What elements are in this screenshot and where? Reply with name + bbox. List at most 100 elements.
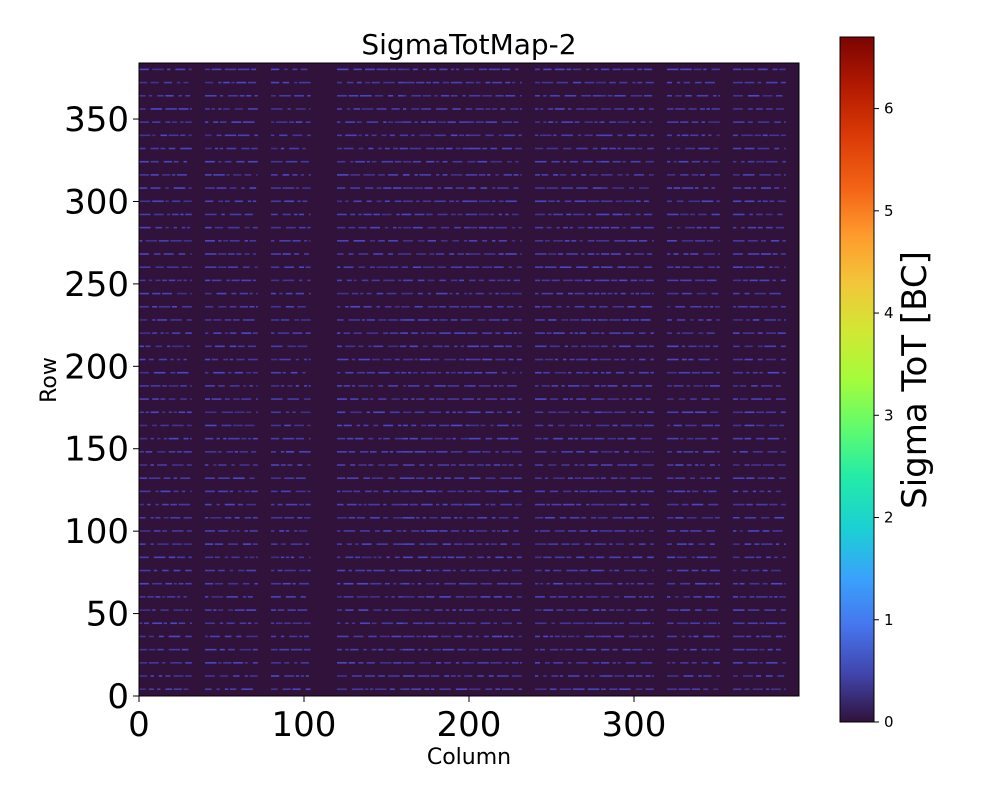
heatmap-stripe bbox=[638, 569, 648, 572]
heatmap-stripe bbox=[566, 213, 572, 216]
x-axis-label: Column bbox=[427, 745, 511, 770]
heatmap-stripe bbox=[469, 503, 481, 506]
heatmap-stripe bbox=[500, 108, 506, 110]
heatmap-stripe bbox=[546, 147, 559, 150]
heatmap-stripe bbox=[469, 319, 473, 321]
heatmap-stripe bbox=[271, 635, 276, 638]
heatmap-stripe bbox=[337, 543, 342, 545]
heatmap-stripe bbox=[553, 662, 564, 664]
heatmap-stripe bbox=[285, 503, 298, 506]
heatmap-stripe bbox=[492, 81, 502, 84]
heatmap-stripe bbox=[224, 688, 229, 691]
heatmap-stripe bbox=[356, 516, 366, 519]
heatmap-stripe bbox=[185, 213, 192, 216]
heatmap-stripe bbox=[214, 543, 224, 545]
heatmap-stripe bbox=[308, 358, 311, 361]
heatmap-stripe bbox=[676, 451, 682, 453]
heatmap-stripe bbox=[780, 305, 786, 308]
heatmap-stripe bbox=[178, 622, 186, 625]
heatmap-stripe bbox=[469, 569, 476, 572]
heatmap-stripe bbox=[376, 108, 387, 110]
heatmap-stripe bbox=[635, 398, 643, 400]
heatmap-stripe bbox=[462, 530, 466, 532]
heatmap-stripe bbox=[483, 635, 489, 638]
heatmap-stripe bbox=[629, 530, 634, 532]
heatmap-stripe bbox=[284, 424, 291, 427]
heatmap-stripe bbox=[403, 345, 407, 348]
heatmap-stripe bbox=[770, 582, 783, 585]
heatmap-stripe bbox=[518, 332, 522, 334]
heatmap-stripe bbox=[784, 121, 786, 123]
heatmap-stripe bbox=[667, 240, 677, 242]
heatmap-stripe bbox=[345, 305, 349, 308]
heatmap-stripe bbox=[579, 490, 588, 493]
heatmap-stripe bbox=[190, 108, 192, 110]
heatmap-stripe bbox=[767, 451, 778, 453]
heatmap-stripe bbox=[568, 530, 577, 532]
heatmap-stripe bbox=[635, 424, 643, 427]
heatmap-stripe bbox=[157, 319, 168, 321]
heatmap-stripe bbox=[403, 94, 407, 97]
heatmap-stripe bbox=[213, 464, 217, 466]
heatmap-stripe bbox=[757, 332, 763, 334]
heatmap-stripe bbox=[271, 121, 275, 123]
heatmap-stripe bbox=[544, 569, 550, 572]
heatmap-stripe bbox=[469, 582, 478, 585]
heatmap-stripe bbox=[426, 147, 435, 150]
heatmap-stripe bbox=[403, 530, 407, 532]
heatmap-stripe bbox=[307, 134, 311, 137]
heatmap-stripe bbox=[271, 569, 275, 572]
heatmap-stripe bbox=[271, 530, 275, 532]
heatmap-stripe bbox=[469, 648, 479, 651]
heatmap-stripe bbox=[589, 174, 598, 176]
heatmap-stripe bbox=[172, 121, 177, 123]
heatmap-stripe bbox=[650, 332, 654, 334]
heatmap-stripe bbox=[180, 385, 187, 387]
heatmap-stripe bbox=[401, 305, 403, 308]
heatmap-stripe bbox=[744, 200, 755, 203]
heatmap-stripe bbox=[577, 609, 588, 611]
heatmap-stripe bbox=[614, 108, 625, 110]
heatmap-stripe bbox=[701, 569, 707, 572]
heatmap-stripe bbox=[627, 609, 631, 611]
heatmap-stripe bbox=[563, 279, 573, 282]
x-tick-label: 100 bbox=[272, 705, 337, 745]
heatmap-stripe bbox=[459, 464, 466, 466]
heatmap-stripe bbox=[279, 94, 291, 97]
heatmap-stripe bbox=[574, 411, 578, 414]
heatmap-stripe bbox=[249, 385, 253, 387]
heatmap-stripe bbox=[231, 464, 235, 466]
heatmap-stripe bbox=[155, 596, 161, 598]
heatmap-stripe bbox=[153, 569, 158, 572]
heatmap-stripe bbox=[157, 543, 169, 545]
heatmap-stripe bbox=[667, 81, 672, 84]
heatmap-stripe bbox=[483, 305, 493, 308]
heatmap-stripe bbox=[492, 569, 501, 572]
heatmap-stripe bbox=[774, 187, 780, 189]
heatmap-stripe bbox=[205, 648, 217, 651]
heatmap-stripe bbox=[337, 345, 342, 348]
heatmap-stripe bbox=[172, 345, 184, 348]
heatmap-stripe bbox=[368, 345, 372, 348]
heatmap-stripe bbox=[784, 635, 786, 638]
heatmap-stripe bbox=[239, 292, 248, 295]
heatmap-stripe bbox=[713, 345, 719, 348]
heatmap-stripe bbox=[152, 332, 158, 334]
heatmap-stripe bbox=[497, 675, 509, 677]
heatmap-stripe bbox=[271, 187, 281, 189]
heatmap-stripe bbox=[741, 569, 748, 572]
heatmap-stripe bbox=[396, 451, 403, 453]
heatmap-stripe bbox=[749, 582, 760, 585]
heatmap-stripe bbox=[337, 648, 342, 651]
heatmap-stripe bbox=[464, 609, 469, 611]
heatmap-stripe bbox=[643, 68, 653, 71]
heatmap-stripe bbox=[150, 174, 159, 176]
heatmap-stripe bbox=[403, 160, 412, 163]
heatmap-stripe bbox=[579, 530, 588, 532]
heatmap-stripe bbox=[411, 332, 418, 334]
heatmap-stripe bbox=[437, 464, 450, 466]
heatmap-stripe bbox=[139, 424, 148, 427]
heatmap-stripe bbox=[403, 240, 413, 242]
heatmap-stripe bbox=[572, 68, 582, 71]
heatmap-stripe bbox=[749, 596, 755, 598]
